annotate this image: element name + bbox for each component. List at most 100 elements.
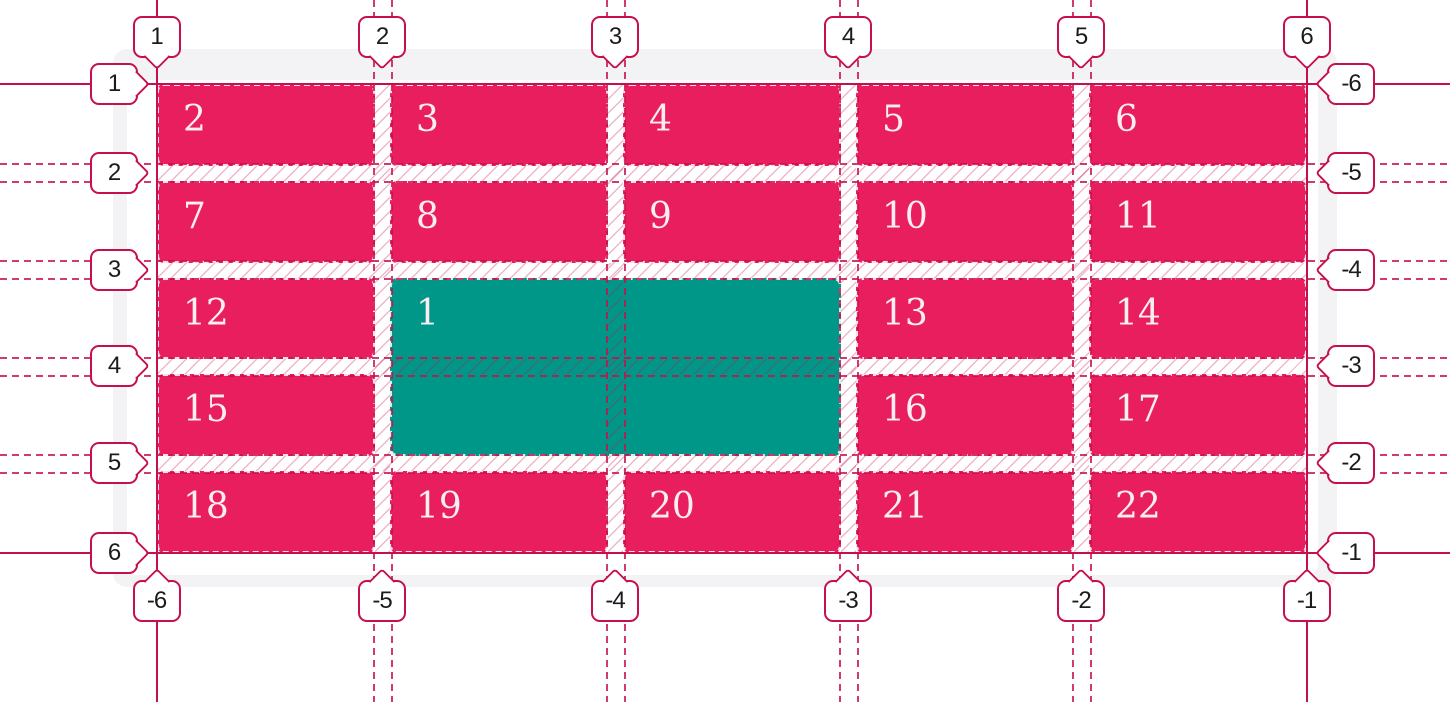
line-badge-left-5: 5 [90, 442, 138, 485]
grid-item-number: 7 [183, 195, 206, 237]
grid-item: 6 [1089, 84, 1307, 166]
column-line-solid [155, 0, 159, 702]
grid-item: 20 [623, 471, 841, 553]
line-badge-right--3: -3 [1327, 345, 1375, 388]
grid-item-number: 8 [416, 195, 439, 237]
line-badge-top-6: 6 [1282, 16, 1331, 58]
grid-item: 8 [390, 180, 608, 263]
grid-item: 7 [157, 180, 375, 263]
line-number-label: 6 [107, 538, 121, 566]
grid-item: 21 [856, 471, 1074, 553]
line-number-label: 5 [1074, 23, 1088, 50]
grid-item-number: 18 [183, 486, 229, 528]
row-line-solid [0, 551, 1450, 555]
line-number-label: -4 [605, 587, 625, 614]
line-badge-left-6: 6 [90, 531, 138, 574]
line-badge-left-3: 3 [90, 248, 138, 291]
grid-item: 15 [157, 374, 375, 457]
grid-item: 10 [856, 180, 1074, 263]
line-number-label: 5 [107, 449, 121, 477]
line-number-label: -1 [1341, 538, 1361, 566]
line-number-label: 1 [150, 23, 163, 50]
grid-item-number: 11 [1115, 195, 1161, 237]
grid-item-number: 22 [1115, 486, 1161, 528]
column-line-dashed [623, 0, 626, 702]
column-gutter-hatch [841, 84, 856, 553]
line-badge-right--6: -6 [1327, 62, 1375, 105]
row-line-dashed [0, 181, 1450, 184]
grid-item-number: 10 [882, 195, 928, 237]
column-line-dashed [1071, 0, 1074, 702]
line-badge-top-1: 1 [132, 16, 181, 58]
line-number-label: -2 [1071, 587, 1091, 614]
column-line-dashed [838, 0, 841, 702]
grid-item-number: 4 [649, 99, 672, 140]
grid-item: 13 [856, 277, 1074, 360]
grid-item-number: 16 [882, 389, 928, 431]
grid-item-number: 3 [416, 99, 439, 140]
row-gutter-hatch [157, 262, 1307, 278]
row-line-dashed [0, 278, 1450, 281]
line-number-label: -1 [1296, 587, 1317, 614]
line-badge-right--5: -5 [1327, 151, 1375, 194]
grid-item: 3 [390, 84, 608, 166]
row-gutter-hatch [157, 359, 1307, 375]
css-grid: 1 2 3 4 5 6 7 8 9 10 11 12 13 14 15 16 17 18 19 20 21 22 [157, 84, 1307, 553]
line-number-label: -5 [372, 587, 392, 614]
line-badge-top-3: 3 [591, 16, 639, 58]
line-number-label: -6 [1341, 69, 1361, 97]
row-gutter-hatch [157, 165, 1307, 181]
grid-item-number: 19 [416, 486, 462, 528]
line-badge-right--2: -2 [1327, 442, 1375, 485]
row-line-dashed [0, 471, 1450, 474]
column-line-dashed [605, 0, 608, 702]
line-badge-bottom--4: -4 [591, 580, 639, 622]
line-number-label: 6 [1300, 23, 1313, 50]
line-number-label: -3 [1341, 352, 1361, 380]
column-gutter-hatch [608, 84, 623, 553]
row-line-dashed [0, 453, 1450, 456]
grid-item-number: 21 [882, 486, 928, 528]
row-line-dashed [0, 260, 1450, 263]
line-badge-bottom--5: -5 [358, 580, 406, 622]
grid-item: 5 [856, 84, 1074, 166]
grid-item: 2 [157, 84, 375, 166]
grid-item: 18 [157, 471, 375, 553]
line-badge-top-2: 2 [358, 16, 406, 58]
column-line-dashed [856, 0, 859, 702]
grid-item: 14 [1089, 277, 1307, 360]
grid-item-number: 9 [649, 195, 672, 237]
line-badge-bottom--1: -1 [1282, 580, 1331, 622]
line-number-label: 2 [375, 23, 389, 50]
line-number-label: 3 [107, 255, 121, 283]
line-badge-left-4: 4 [90, 345, 138, 388]
grid-item-number: 20 [649, 486, 695, 528]
line-badge-bottom--2: -2 [1057, 580, 1105, 622]
line-badge-right--1: -1 [1327, 531, 1375, 574]
grid-item-number: 2 [183, 99, 206, 140]
line-badge-bottom--3: -3 [824, 580, 872, 622]
grid-item: 22 [1089, 471, 1307, 553]
grid-item-number: 1 [416, 292, 439, 334]
line-number-label: -5 [1341, 158, 1361, 186]
line-number-label: 4 [107, 352, 121, 380]
grid-item-number: 12 [183, 292, 229, 334]
line-number-label: -4 [1341, 255, 1361, 283]
line-badge-left-2: 2 [90, 151, 138, 194]
column-line-dashed [390, 0, 393, 702]
line-number-label: 3 [608, 23, 622, 50]
line-number-label: 4 [841, 23, 855, 50]
line-badge-right--4: -4 [1327, 248, 1375, 291]
column-line-dashed [1089, 0, 1092, 702]
grid-item: 9 [623, 180, 841, 263]
grid-item: 19 [390, 471, 608, 553]
grid-item: 17 [1089, 374, 1307, 457]
grid-item: 11 [1089, 180, 1307, 263]
line-number-label: 2 [107, 158, 121, 186]
grid-item-number: 15 [183, 389, 229, 431]
column-gutter-hatch [1074, 84, 1089, 553]
row-line-dashed [0, 356, 1450, 359]
line-badge-top-4: 4 [824, 16, 872, 58]
line-number-label: -6 [146, 587, 167, 614]
